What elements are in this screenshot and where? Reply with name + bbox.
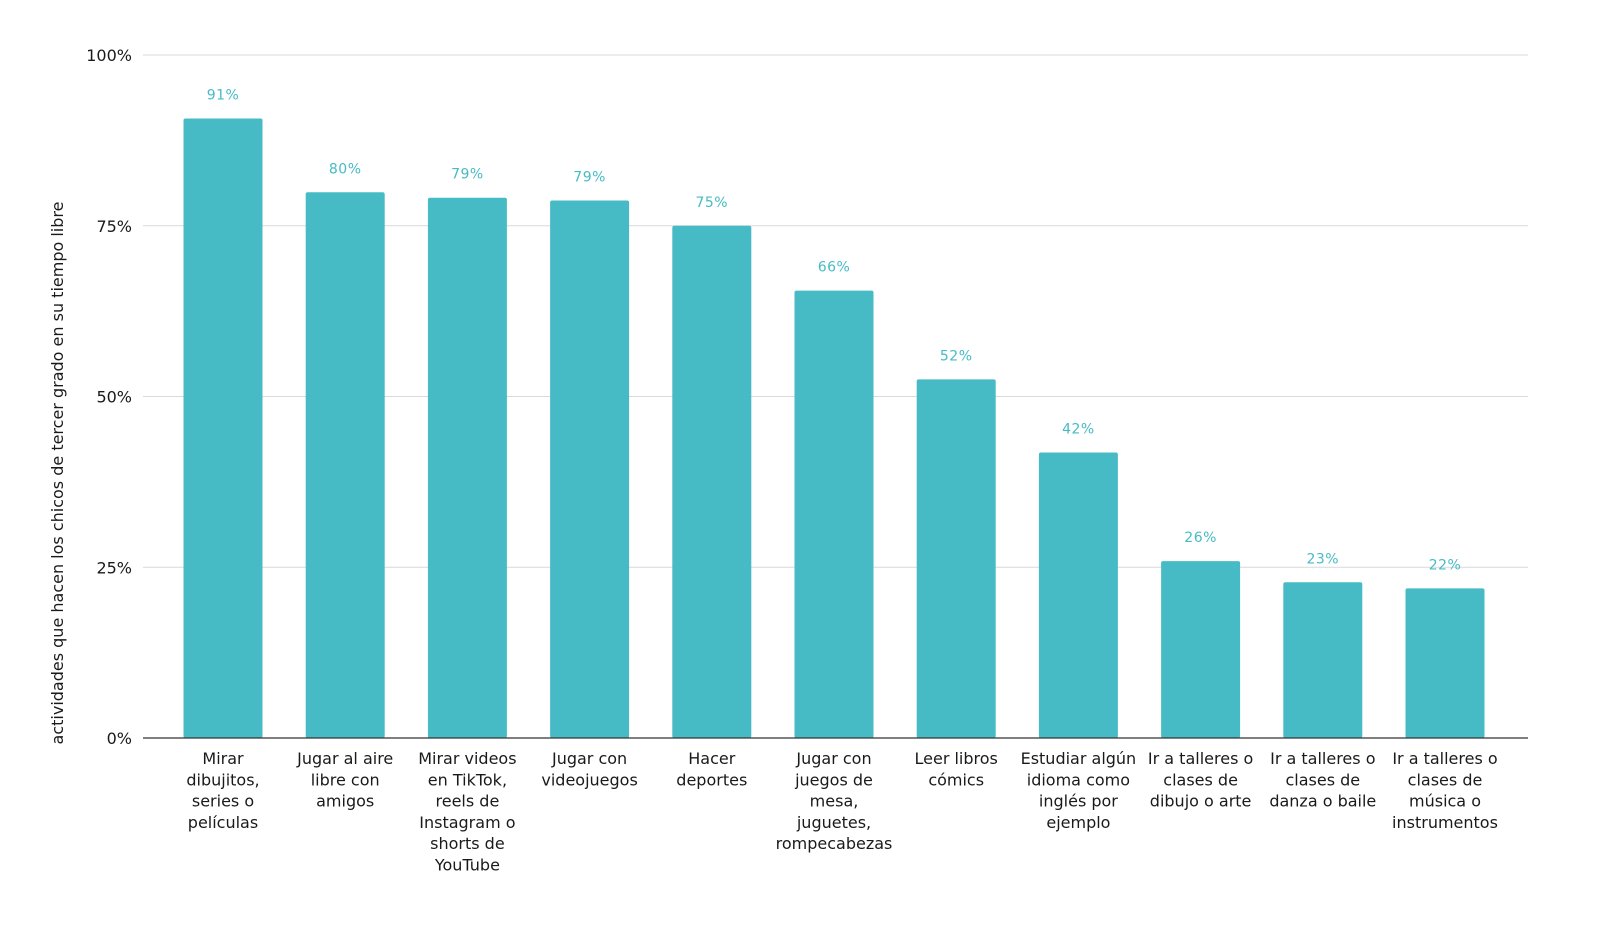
bar <box>427 197 507 738</box>
data-labels: 91% 80% 79% 79% 75% 66% 52% 42% 26% 23% 22% <box>207 88 1462 574</box>
x-tick-label: Jugar con videojuegos <box>541 749 637 789</box>
y-axis-ticks: 0% 25% 50% 75% 100% <box>86 46 132 748</box>
data-label: 75% <box>695 195 728 211</box>
data-label: 42% <box>1062 422 1095 438</box>
y-tick-label: 0% <box>107 729 132 748</box>
data-label: 52% <box>940 348 973 364</box>
bar <box>183 118 263 739</box>
x-tick-label: Hacer deportes <box>676 749 747 789</box>
x-tick-label: Ir a talleres o clases de danza o baile <box>1269 749 1376 811</box>
x-tick-label: Mirar videos en TikTok, reels de Instagram … <box>418 749 516 875</box>
bar <box>672 225 752 738</box>
y-tick-label: 75% <box>96 217 132 236</box>
bars <box>183 118 1485 739</box>
y-tick-label: 25% <box>96 558 132 577</box>
x-tick-label: Ir a talleres o clases de dibujo o arte <box>1148 749 1253 811</box>
y-tick-label: 50% <box>96 388 132 407</box>
x-tick-label: Jugar con juegos de mesa, juguetes, rompecab… <box>776 749 893 853</box>
data-label: 23% <box>1306 551 1339 567</box>
y-tick-label: 100% <box>86 46 132 65</box>
bar <box>916 379 996 738</box>
bar <box>1405 588 1485 738</box>
bar <box>1038 452 1118 738</box>
x-tick-label: Estudiar algún idioma como inglés por ejemp… <box>1021 749 1137 832</box>
bar <box>1283 582 1363 738</box>
data-label: 22% <box>1429 557 1462 573</box>
x-tick-label: Jugar al aire libre con amigos <box>296 749 393 811</box>
bar <box>550 200 630 738</box>
bar <box>794 290 874 738</box>
x-axis-labels: Mirar dibujitos, series o películas Jugar al… <box>186 749 1498 875</box>
bar <box>305 192 385 738</box>
bar <box>1161 561 1241 738</box>
data-label: 66% <box>818 260 851 276</box>
x-tick-label: Leer libros cómics <box>915 749 998 789</box>
data-label: 79% <box>573 169 606 185</box>
data-label: 26% <box>1184 530 1217 546</box>
data-label: 80% <box>329 161 362 177</box>
x-tick-label: Mirar dibujitos, series o películas <box>186 749 259 832</box>
data-label: 91% <box>207 88 240 104</box>
x-tick-label: Ir a talleres o clases de música o instrume… <box>1392 749 1498 832</box>
y-axis-title: actividades que hacen los chicos de terc… <box>48 202 67 745</box>
data-label: 79% <box>451 167 484 183</box>
